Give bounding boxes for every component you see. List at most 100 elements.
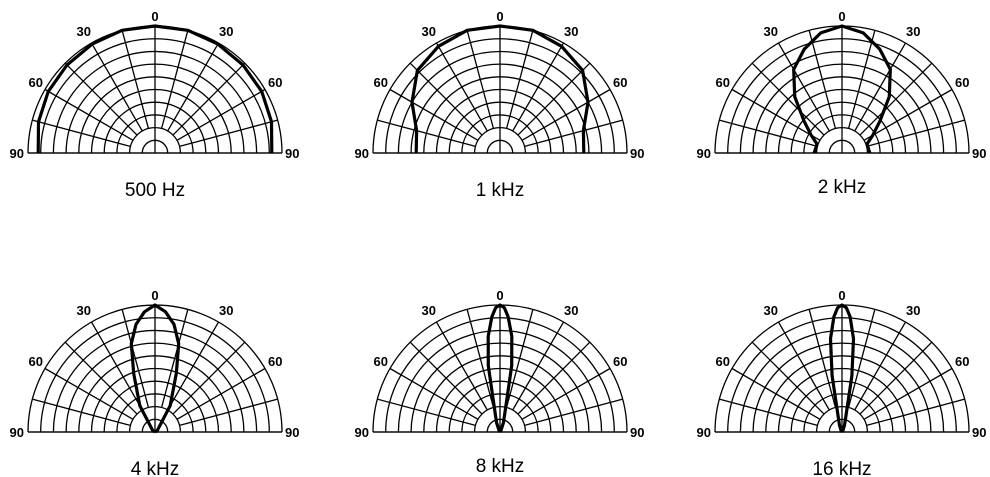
grid-spoke [512, 321, 565, 411]
polar-plot-1: 0 30 30 60 60 90 90 500 Hz [10, 9, 300, 201]
frequency-caption: 4 kHz [131, 459, 180, 477]
angle-tick-label: 90 [630, 146, 644, 161]
frequency-caption: 2 kHz [818, 177, 867, 198]
grid-spoke [751, 62, 825, 136]
polar-response-line [410, 24, 590, 154]
angle-tick-label: 60 [268, 354, 282, 369]
angle-tick-label: 0 [838, 9, 845, 24]
grid-spoke [751, 341, 825, 415]
angle-tick-label: 90 [10, 425, 24, 440]
grid-spoke [854, 321, 907, 411]
grid-spoke [777, 321, 830, 411]
angle-tick-label: 30 [422, 24, 436, 39]
angle-tick-label: 30 [219, 24, 233, 39]
grid-spoke [847, 309, 876, 408]
grid-spoke [176, 88, 266, 141]
grid-spoke [517, 62, 591, 136]
grid-spoke [160, 30, 189, 129]
grid-spoke [808, 309, 837, 408]
angle-tick-label: 90 [285, 146, 299, 161]
grid-spoke [44, 88, 134, 141]
grid-spoke [32, 119, 131, 148]
grid-spoke [854, 42, 907, 132]
polar-response-line [828, 303, 856, 433]
polar-plot-6: 0 30 30 60 60 90 90 16 kHz [697, 288, 987, 477]
frequency-caption: 1 kHz [476, 180, 525, 201]
polar-plot-5: 0 30 30 60 60 90 90 8 kHz [355, 288, 645, 477]
grid-spoke [521, 88, 611, 141]
polar-grid [372, 25, 628, 154]
grid-spoke [719, 398, 818, 427]
grid-spoke [64, 62, 138, 136]
angle-tick-label: 30 [77, 24, 91, 39]
grid-spoke [176, 367, 266, 420]
grid-spoke [517, 341, 591, 415]
grid-spoke [512, 42, 565, 132]
angle-tick-label: 30 [906, 303, 920, 318]
grid-spoke [172, 341, 246, 415]
polar-plot-2: 0 30 30 60 60 90 90 1 kHz [355, 9, 645, 201]
angle-tick-label: 30 [422, 303, 436, 318]
grid-spoke [866, 119, 965, 148]
polar-grid [27, 304, 283, 433]
polar-response-line [486, 303, 514, 433]
angle-tick-label: 30 [764, 24, 778, 39]
polar-response-line [792, 24, 892, 154]
grid-spoke [121, 309, 150, 408]
polar-grid [27, 25, 283, 154]
grid-spoke [64, 341, 138, 415]
grid-spoke [172, 62, 246, 136]
angle-tick-label: 60 [613, 75, 627, 90]
angle-tick-label: 60 [374, 354, 388, 369]
grid-spoke [466, 30, 495, 129]
grid-spoke [524, 119, 623, 148]
grid-spoke [505, 30, 534, 129]
angle-tick-label: 90 [355, 146, 369, 161]
angle-tick-label: 0 [151, 9, 158, 24]
grid-spoke [847, 30, 876, 129]
grid-spoke [377, 398, 476, 427]
angle-tick-label: 60 [716, 75, 730, 90]
polar-grid [372, 304, 628, 433]
angle-tick-label: 30 [564, 24, 578, 39]
angle-tick-label: 60 [955, 354, 969, 369]
polar-grid [714, 304, 970, 433]
angle-tick-label: 60 [268, 75, 282, 90]
grid-spoke [179, 119, 278, 148]
grid-spoke [863, 88, 953, 141]
grid-spoke [32, 398, 131, 427]
angle-tick-label: 60 [29, 75, 43, 90]
frequency-caption: 8 kHz [476, 456, 525, 477]
grid-spoke [521, 367, 611, 420]
grid-spoke [524, 398, 623, 427]
angle-tick-label: 60 [716, 354, 730, 369]
grid-spoke [505, 309, 534, 408]
grid-spoke [179, 398, 278, 427]
angle-tick-label: 30 [764, 303, 778, 318]
angle-tick-label: 0 [838, 288, 845, 303]
polar-response-line [36, 24, 274, 154]
angle-tick-label: 0 [496, 288, 503, 303]
angle-tick-label: 60 [613, 354, 627, 369]
grid-spoke [731, 88, 821, 141]
angle-tick-label: 90 [355, 425, 369, 440]
angle-tick-label: 0 [496, 9, 503, 24]
grid-spoke [160, 309, 189, 408]
polar-plot-4: 0 30 30 60 60 90 90 4 kHz [10, 288, 300, 477]
grid-spoke [377, 119, 476, 148]
grid-spoke [719, 119, 818, 148]
angle-tick-label: 90 [10, 146, 24, 161]
angle-tick-label: 90 [972, 425, 986, 440]
grid-spoke [859, 341, 933, 415]
angle-tick-label: 60 [955, 75, 969, 90]
polar-plot-3: 0 30 30 60 60 90 90 2 kHz [697, 9, 987, 198]
grid-spoke [389, 88, 479, 141]
grid-spoke [409, 341, 483, 415]
angle-tick-label: 30 [906, 24, 920, 39]
angle-tick-label: 30 [564, 303, 578, 318]
frequency-caption: 16 kHz [812, 459, 871, 477]
grid-spoke [90, 42, 143, 132]
grid-spoke [777, 42, 830, 132]
grid-spoke [808, 30, 837, 129]
